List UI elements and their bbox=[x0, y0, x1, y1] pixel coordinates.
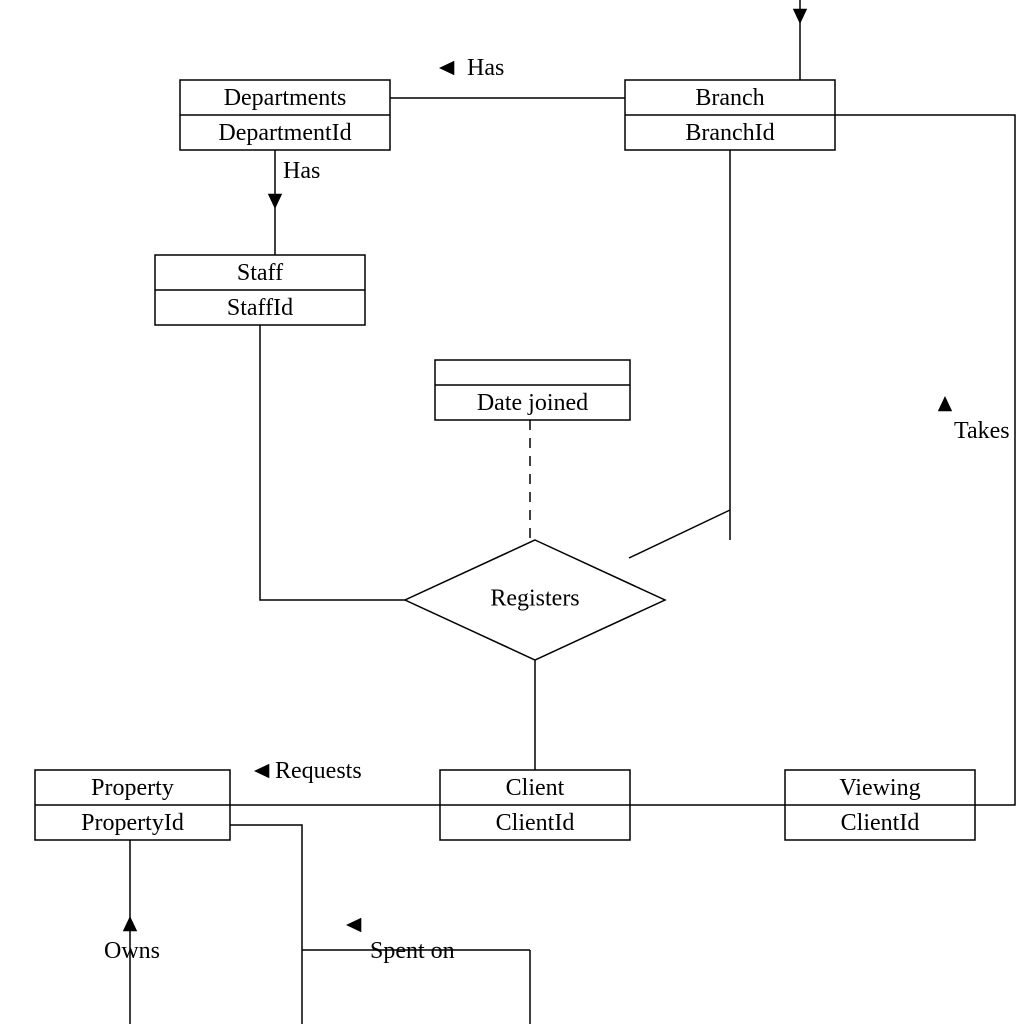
edge-label-takes: Takes bbox=[954, 418, 1010, 444]
entity-staff: Staff StaffId bbox=[155, 255, 365, 325]
arrowhead-icon bbox=[439, 61, 454, 75]
edges-layer bbox=[130, 0, 1015, 1024]
entity-title: Property bbox=[91, 775, 174, 801]
entity-attr: DepartmentId bbox=[218, 120, 351, 146]
entity-viewing: Viewing ClientId bbox=[785, 770, 975, 840]
edge-label-owns: Owns bbox=[104, 938, 160, 964]
entity-attr: ClientId bbox=[496, 810, 575, 836]
edge-label-spenton: Spent on bbox=[370, 938, 455, 964]
edge bbox=[230, 825, 302, 1024]
entity-attr: StaffId bbox=[227, 295, 293, 321]
edge-label-has_left: Has bbox=[283, 158, 320, 184]
arrowhead-icon bbox=[793, 9, 807, 24]
arrowhead-icon bbox=[123, 916, 137, 931]
arrowhead-icon bbox=[346, 918, 361, 932]
entity-property: Property PropertyId bbox=[35, 770, 230, 840]
edge bbox=[260, 325, 405, 600]
edge-label-has_top: Has bbox=[467, 55, 504, 81]
entity-attr: Date joined bbox=[477, 390, 588, 416]
edge-label-requests: Requests bbox=[275, 758, 362, 784]
entity-datejoined: Date joined bbox=[435, 360, 630, 420]
entity-departments: Departments DepartmentId bbox=[180, 80, 390, 150]
entity-title: Departments bbox=[224, 85, 347, 111]
relationship-label: Registers bbox=[490, 586, 579, 612]
edge bbox=[835, 115, 1015, 805]
entity-attr: ClientId bbox=[841, 810, 920, 836]
arrowhead-icon bbox=[268, 194, 282, 209]
entity-client: Client ClientId bbox=[440, 770, 630, 840]
entity-attr: PropertyId bbox=[81, 810, 184, 836]
entity-branch: Branch BranchId bbox=[625, 80, 835, 150]
relationship-registers: Registers bbox=[405, 540, 665, 660]
edge bbox=[629, 510, 730, 558]
arrowhead-icon bbox=[938, 396, 952, 411]
entity-attr: BranchId bbox=[685, 120, 774, 146]
entity-title: Viewing bbox=[839, 775, 920, 801]
entity-title: Staff bbox=[237, 260, 283, 286]
arrowhead-icon bbox=[254, 764, 269, 778]
entity-title: Client bbox=[506, 775, 565, 801]
entity-title: Branch bbox=[695, 85, 764, 111]
